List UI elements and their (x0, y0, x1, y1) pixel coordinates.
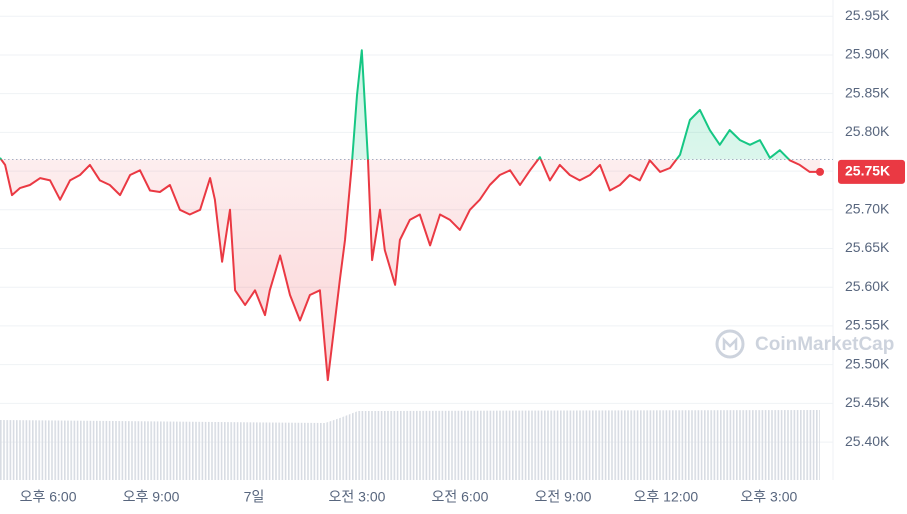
y-tick-label: 25.70K (845, 201, 890, 217)
y-tick-label: 25.60K (845, 278, 890, 294)
x-tick-label: 오전 6:00 (431, 489, 488, 505)
y-tick-label: 25.40K (845, 433, 890, 449)
x-tick-label: 오후 3:00 (740, 489, 797, 505)
current-price-box (838, 159, 905, 184)
last-point (816, 167, 824, 176)
y-tick-label: 25.45K (845, 394, 890, 410)
watermark: CoinMarketCap (715, 329, 894, 359)
x-tick-label: 오후 12:00 (634, 489, 699, 505)
volume-bars (0, 410, 820, 480)
y-tick-label: 25.55K (845, 317, 890, 333)
y-tick-label: 25.50K (845, 355, 890, 371)
x-tick-label: 7일 (244, 489, 265, 505)
watermark-text: CoinMarketCap (755, 334, 894, 355)
y-tick-label: 25.65K (845, 239, 890, 255)
price-line-down (0, 159, 820, 382)
y-tick-label: 25.90K (845, 46, 890, 62)
x-tick-label: 오후 6:00 (20, 489, 77, 505)
area-down (0, 159, 820, 381)
x-tick-label: 오후 9:00 (123, 489, 180, 505)
x-tick-label: 오전 9:00 (534, 489, 591, 505)
area-up (0, 50, 789, 160)
y-tick-label: 25.95K (845, 7, 890, 23)
y-tick-label: 25.80K (845, 123, 890, 139)
x-tick-label: 오전 3:00 (329, 489, 386, 505)
y-tick-label: 25.85K (845, 84, 890, 100)
current-price-label: 25.75K (845, 163, 890, 179)
